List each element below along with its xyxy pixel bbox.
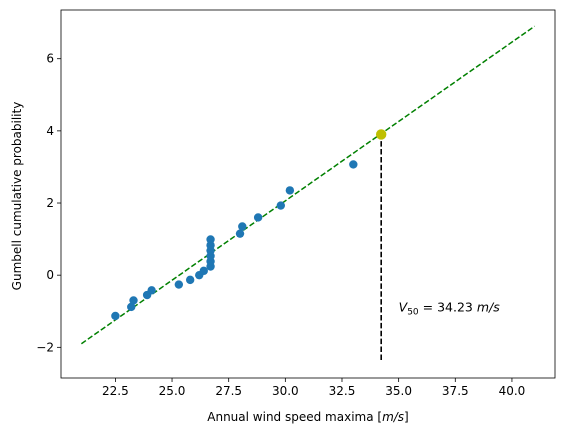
x-tick-label: 35.0 xyxy=(385,384,412,398)
data-point xyxy=(111,311,120,321)
y-tick-label: 0 xyxy=(46,268,54,282)
y-axis: −2 0 2 4 6 xyxy=(36,52,61,354)
data-point xyxy=(349,160,358,169)
v50-annotation: V50 = 34.23 m/s xyxy=(399,300,501,318)
x-tick-label: 27.5 xyxy=(215,384,242,398)
data-point xyxy=(127,302,136,312)
data-point xyxy=(199,266,208,276)
y-tick-label: 2 xyxy=(46,196,54,210)
x-axis: 22.5 25.0 27.5 30.0 32.5 35.0 37.5 40.0 xyxy=(102,378,525,398)
data-point xyxy=(185,275,195,285)
plot-area xyxy=(80,25,536,360)
x-tick-label: 37.5 xyxy=(442,384,469,398)
fit-line xyxy=(80,25,536,345)
data-point xyxy=(238,222,247,231)
data-point xyxy=(285,186,295,195)
y-axis-label: Gumbell cumulative probability xyxy=(10,102,24,291)
data-point xyxy=(253,213,263,222)
y-tick-label: 4 xyxy=(46,124,54,138)
x-tick-label: 30.0 xyxy=(272,384,299,398)
x-tick-label: 40.0 xyxy=(499,384,526,398)
data-point xyxy=(129,296,138,305)
data-point xyxy=(147,286,156,295)
axes-frame xyxy=(60,9,556,379)
data-point xyxy=(206,241,215,250)
x-tick-label: 22.5 xyxy=(102,384,129,398)
data-point xyxy=(235,229,245,238)
x-tick-label: 32.5 xyxy=(329,384,356,398)
data-point xyxy=(206,235,215,244)
data-point xyxy=(276,201,286,210)
y-tick-label: 6 xyxy=(46,52,54,66)
x-tick-label: 25.0 xyxy=(159,384,186,398)
y-tick-label: −2 xyxy=(36,340,54,354)
x-axis-label: Annual wind speed maxima [m/s] xyxy=(207,410,408,424)
data-point xyxy=(174,280,184,289)
v50-point xyxy=(375,129,387,140)
